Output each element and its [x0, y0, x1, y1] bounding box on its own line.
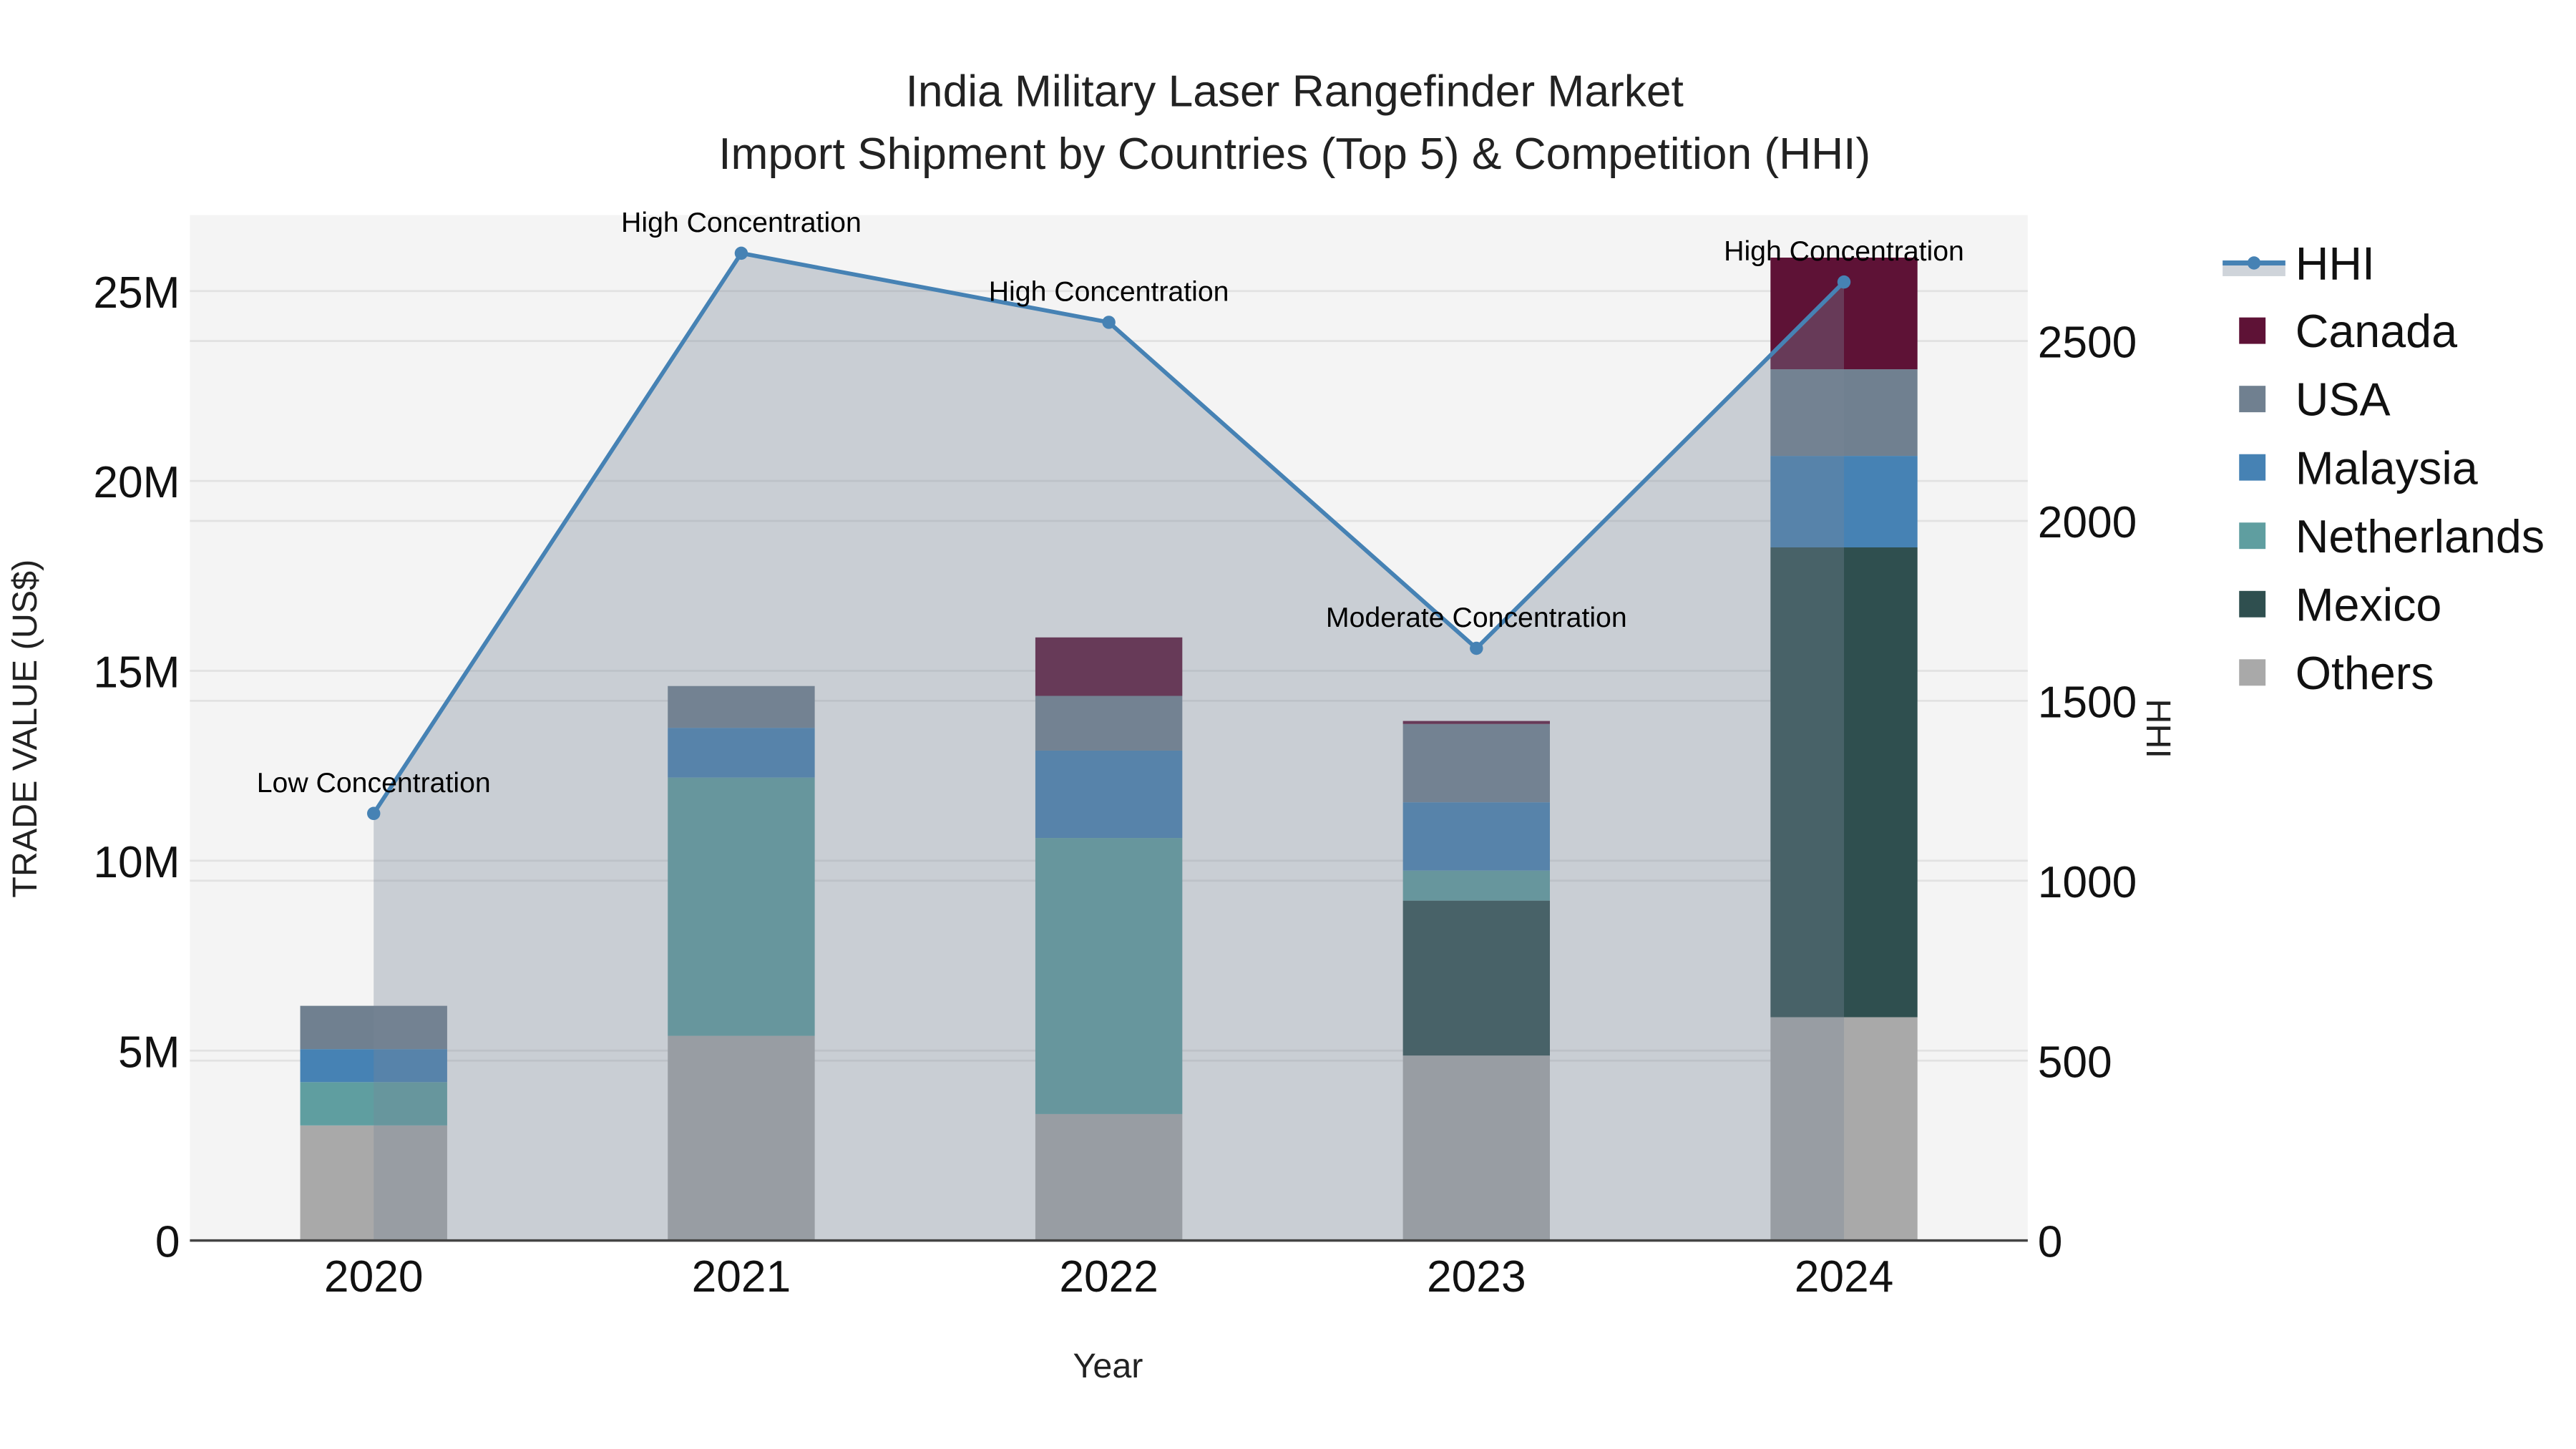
bar-netherlands-2020 [300, 1082, 447, 1126]
hhi-point-2023 [1470, 641, 1483, 655]
y-axis-title: TRADE VALUE (US$) [6, 560, 44, 898]
legend-label-mexico[interactable]: Mexico [2296, 579, 2442, 630]
bar-others-2021 [668, 1035, 815, 1241]
legend: HHI Canada USA Malaysia Netherlands Mexico Oth… [2223, 238, 2545, 699]
x-tick-label: 2020 [324, 1252, 424, 1302]
y2-tick-label: 2000 [2038, 498, 2137, 547]
hhi-point-2022 [1102, 316, 1116, 329]
x-axis-title: Year [1073, 1347, 1143, 1385]
y-tick-label: 25M [93, 268, 180, 318]
x-tick-label: 2024 [1795, 1252, 1894, 1302]
bar-canada-2023 [1402, 721, 1550, 724]
y2-tick-label: 0 [2038, 1218, 2063, 1267]
hhi-point-2024 [1837, 275, 1851, 289]
bar-malaysia-2020 [300, 1049, 447, 1083]
legend-label-others[interactable]: Others [2296, 648, 2434, 699]
bar-usa-2021 [668, 686, 815, 728]
y2-tick-label: 1500 [2038, 678, 2137, 727]
hhi-annotation: Low Concentration [257, 767, 491, 799]
bar-malaysia-2023 [1402, 802, 1550, 871]
bar-netherlands-2021 [668, 777, 815, 1036]
bar-mexico-2023 [1402, 900, 1550, 1056]
y-tick-label: 20M [93, 458, 180, 507]
bar-netherlands-2023 [1402, 870, 1550, 901]
axes: 0 5M 10M 15M 20M 25M 0 500 1000 1500 2000 2500 2020 2… [93, 268, 2137, 1302]
bar-canada-2022 [1035, 637, 1183, 696]
hhi-series: Low Concentration High Concentration High … [257, 207, 1964, 1241]
legend-swatch-malaysia [2239, 454, 2266, 481]
bar-malaysia-2022 [1035, 750, 1183, 839]
bar-mexico-2024 [1770, 547, 1918, 1018]
bar-netherlands-2022 [1035, 838, 1183, 1114]
x-tick-label: 2023 [1427, 1252, 1526, 1302]
legend-swatch-usa [2239, 386, 2266, 413]
y-tick-label: 10M [93, 838, 180, 887]
legend-swatch-netherlands [2239, 522, 2266, 550]
chart-title-line2: Import Shipment by Countries (Top 5) & C… [718, 130, 1870, 179]
bars [300, 258, 1918, 1241]
legend-hhi-marker [2247, 256, 2261, 270]
bar-malaysia-2021 [668, 728, 815, 778]
legend-label-malaysia[interactable]: Malaysia [2296, 442, 2478, 494]
y-tick-label: 5M [118, 1028, 180, 1077]
chart-title-line1: India Military Laser Rangefinder Market [906, 67, 1684, 116]
legend-swatch-mexico [2239, 590, 2266, 618]
y2-axis-title: HHI [2139, 699, 2177, 758]
legend-label-usa[interactable]: USA [2296, 374, 2391, 426]
y2-tick-label: 1000 [2038, 858, 2137, 907]
hhi-point-2021 [734, 246, 748, 260]
hhi-annotation: High Concentration [621, 207, 862, 238]
bar-others-2024 [1770, 1017, 1918, 1241]
y2-tick-label: 2500 [2038, 318, 2137, 368]
x-tick-label: 2022 [1059, 1252, 1158, 1302]
hhi-annotation: Moderate Concentration [1326, 602, 1627, 633]
bar-usa-2023 [1402, 723, 1550, 803]
hhi-annotation: High Concentration [1724, 235, 1964, 267]
bar-malaysia-2024 [1770, 456, 1918, 547]
y-tick-label: 15M [93, 648, 180, 698]
x-tick-label: 2021 [692, 1252, 791, 1302]
legend-swatch-others [2239, 659, 2266, 686]
hhi-area [374, 253, 1845, 1241]
legend-label-hhi[interactable]: HHI [2296, 238, 2375, 290]
bar-usa-2022 [1035, 696, 1183, 751]
bar-others-2022 [1035, 1113, 1183, 1241]
legend-swatch-canada [2239, 317, 2266, 344]
hhi-annotation: High Concentration [989, 275, 1229, 307]
hhi-point-2020 [367, 806, 381, 821]
bar-usa-2020 [300, 1005, 447, 1050]
bar-usa-2024 [1770, 369, 1918, 457]
bar-others-2023 [1402, 1055, 1550, 1241]
legend-label-netherlands[interactable]: Netherlands [2296, 511, 2545, 562]
legend-label-canada[interactable]: Canada [2296, 306, 2457, 357]
y2-tick-label: 500 [2038, 1038, 2112, 1087]
y-tick-label: 0 [155, 1218, 180, 1267]
bar-others-2020 [300, 1125, 447, 1241]
